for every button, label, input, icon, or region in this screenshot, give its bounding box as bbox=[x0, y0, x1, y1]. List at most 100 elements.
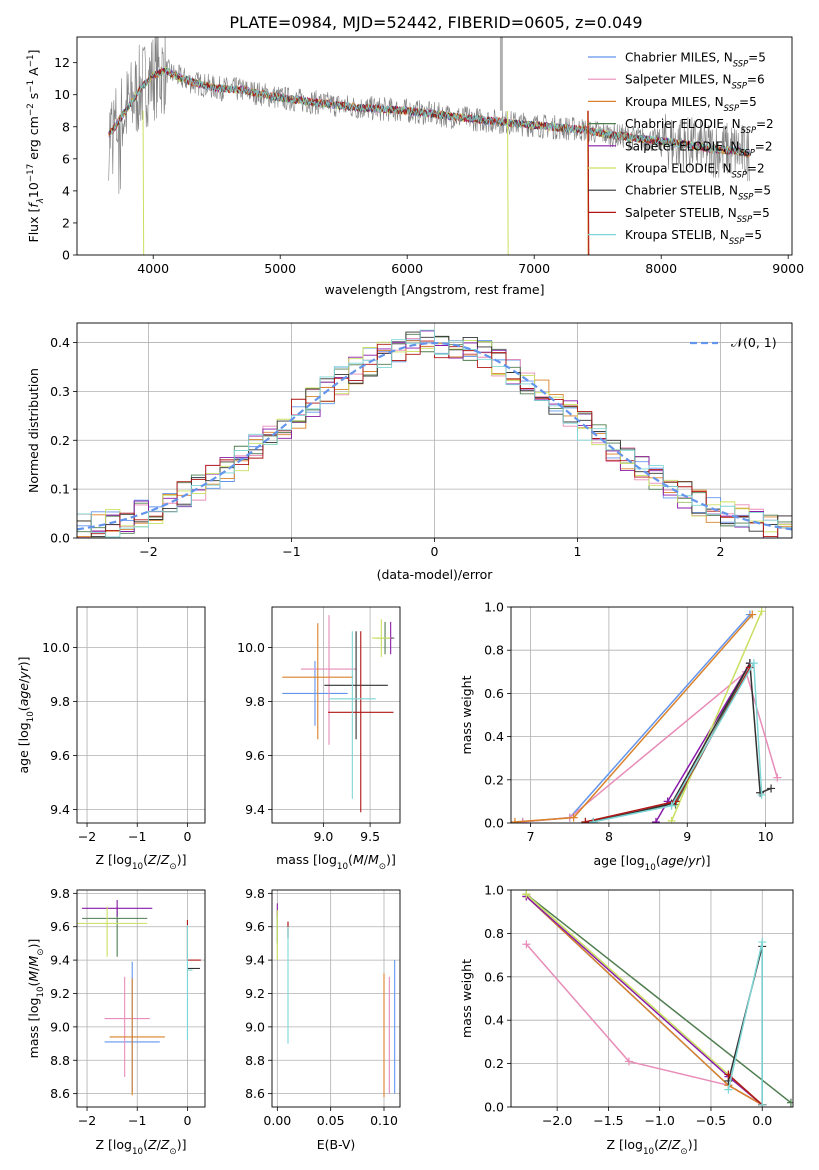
y-tick-label: 8.8 bbox=[50, 1053, 70, 1068]
axes-frame bbox=[76, 889, 206, 1108]
y-tick-label: 9.4 bbox=[50, 802, 70, 817]
plot-area bbox=[511, 607, 782, 823]
y-tick-label: 0.2 bbox=[484, 1056, 504, 1071]
y-tick-label: 9.8 bbox=[245, 694, 265, 709]
y-tick-label: 0.6 bbox=[484, 686, 504, 701]
model-dropoff bbox=[507, 110, 509, 255]
mass-weight-marker bbox=[757, 607, 766, 616]
legend-label: Kroupa MILES, NSSP=5 bbox=[625, 95, 757, 113]
x-tick-label: 8000 bbox=[645, 261, 677, 276]
mass-weight-marker bbox=[757, 790, 766, 799]
legend-label: Salpeter MILES, NSSP=6 bbox=[625, 73, 765, 91]
masked-line bbox=[499, 37, 503, 111]
x-tick-label: 8 bbox=[605, 829, 613, 844]
y-tick-label: 0.8 bbox=[484, 926, 504, 941]
x-tick-label: 7000 bbox=[518, 261, 550, 276]
mass-weight-marker bbox=[749, 659, 758, 668]
mass-weight-line bbox=[593, 660, 763, 823]
x-tick-label: 9 bbox=[683, 829, 691, 844]
y-tick-label: 0.0 bbox=[484, 816, 504, 831]
x-axis-label: Z [log10(Z/Z⊙)] bbox=[96, 852, 187, 872]
y-axis-label: age [log10(age/yr)] bbox=[16, 656, 36, 773]
y-tick-label: 9.2 bbox=[50, 986, 70, 1001]
x-tick-label: 10 bbox=[758, 829, 774, 844]
x-axis-label: (data-model)/error bbox=[377, 567, 494, 582]
y-tick-label: 6 bbox=[62, 151, 70, 166]
x-tick-label: 7 bbox=[527, 829, 535, 844]
legend-label: Chabrier MILES, NSSP=5 bbox=[625, 51, 766, 69]
y-tick-label: 9.8 bbox=[50, 886, 70, 901]
model-dropoff bbox=[142, 110, 145, 255]
mass-weight-marker bbox=[667, 816, 676, 823]
mass-weight-marker bbox=[624, 1057, 633, 1066]
y-tick-label: 0.4 bbox=[484, 1013, 504, 1028]
x-tick-label: 2 bbox=[717, 544, 725, 559]
y-axis-label: mass weight bbox=[459, 959, 474, 1038]
y-tick-label: 10.0 bbox=[42, 640, 70, 655]
plot-area bbox=[108, 37, 751, 255]
y-tick-label: 9.4 bbox=[245, 802, 265, 817]
y-axis-label: mass [log10(M/M⊙)] bbox=[26, 939, 46, 1059]
mass-weight-marker bbox=[724, 1085, 733, 1094]
mass-weight-marker bbox=[589, 817, 598, 823]
legend-label: 𝒩(0, 1) bbox=[731, 335, 777, 350]
y-tick-label: 0.2 bbox=[484, 772, 504, 787]
y-tick-label: 0 bbox=[62, 248, 70, 263]
y-tick-label: 1.0 bbox=[484, 883, 504, 898]
x-tick-label: 5000 bbox=[264, 261, 296, 276]
plot-area bbox=[77, 329, 792, 538]
y-axis-label: Flux [fλ10−17 erg cm−2 s−1 A−1] bbox=[26, 50, 46, 243]
y-tick-label: 9.4 bbox=[50, 953, 70, 968]
x-tick-label: −2 bbox=[139, 544, 157, 559]
x-tick-label: 9.5 bbox=[360, 829, 380, 844]
x-tick-label: 0.10 bbox=[370, 1113, 398, 1128]
y-tick-label: 10.0 bbox=[237, 640, 265, 655]
axes-frame bbox=[76, 606, 206, 824]
y-tick-label: 0.1 bbox=[50, 482, 70, 497]
x-tick-label: 0.05 bbox=[317, 1113, 345, 1128]
legend-label: Salpeter STELIB, NSSP=5 bbox=[625, 206, 770, 224]
x-tick-label: −1 bbox=[128, 1113, 146, 1128]
y-tick-label: 9.4 bbox=[245, 953, 265, 968]
mass-weight-line bbox=[727, 1073, 763, 1106]
x-tick-label: 4000 bbox=[137, 261, 169, 276]
x-tick-label: 1 bbox=[574, 544, 582, 559]
y-tick-label: 4 bbox=[62, 183, 70, 198]
x-tick-label: 0 bbox=[183, 1113, 191, 1128]
mass-weight-marker bbox=[511, 817, 519, 823]
y-tick-label: 0.3 bbox=[50, 384, 70, 399]
y-tick-label: 2 bbox=[62, 215, 70, 230]
y-tick-label: 9.6 bbox=[245, 919, 265, 934]
x-tick-label: −2 bbox=[78, 1113, 96, 1128]
x-axis-label: Z [log10(Z/Z⊙)] bbox=[96, 1137, 187, 1157]
y-tick-label: 0.8 bbox=[484, 643, 504, 658]
x-axis-label: E(B-V) bbox=[317, 1137, 356, 1152]
y-tick-label: 1.0 bbox=[484, 600, 504, 615]
plot-area bbox=[282, 615, 395, 813]
x-tick-label: 0 bbox=[183, 829, 191, 844]
mass-weight-marker bbox=[581, 817, 590, 823]
x-tick-label: 0 bbox=[431, 544, 439, 559]
mass-weight-marker bbox=[756, 788, 765, 797]
mass-weight-marker bbox=[569, 813, 578, 822]
model-dropoff bbox=[587, 110, 590, 255]
legend-label: Kroupa STELIB, NSSP=5 bbox=[625, 228, 762, 246]
axes-frame bbox=[76, 36, 793, 256]
x-tick-label: 6000 bbox=[391, 261, 423, 276]
x-axis-label: Z [log10(Z/Z⊙)] bbox=[607, 1137, 698, 1157]
x-tick-label: 9.0 bbox=[313, 829, 333, 844]
y-axis-label: Normed distribution bbox=[26, 368, 41, 493]
y-tick-label: 12 bbox=[54, 55, 70, 70]
plot-area bbox=[82, 615, 201, 812]
x-axis-label: age [log10(age/yr)] bbox=[593, 853, 710, 873]
x-axis-label: wavelength [Angstrom, rest frame] bbox=[324, 282, 544, 297]
x-tick-label: −1.0 bbox=[645, 1113, 675, 1128]
x-tick-label: 0.00 bbox=[263, 1113, 291, 1128]
axes-frame bbox=[510, 889, 794, 1108]
mass-weight-line bbox=[525, 893, 792, 1104]
x-tick-label: −2 bbox=[78, 829, 96, 844]
mass-weight-marker bbox=[767, 784, 776, 793]
y-axis-label: mass weight bbox=[459, 675, 474, 754]
mass-weight-marker bbox=[651, 817, 660, 823]
